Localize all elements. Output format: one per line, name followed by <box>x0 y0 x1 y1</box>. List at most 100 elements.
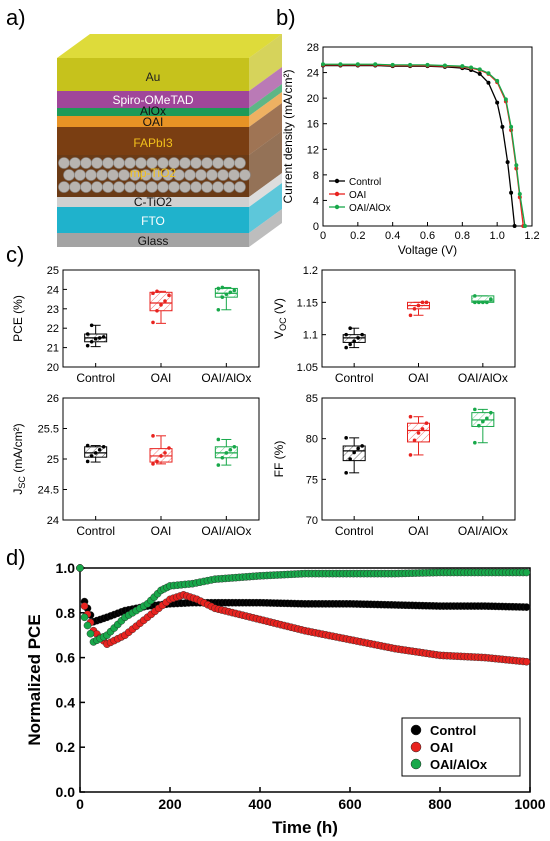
series-point-2 <box>80 613 89 622</box>
series-point-0 <box>477 71 482 76</box>
series-point-2 <box>495 78 500 83</box>
x-tick-label: 0 <box>320 230 326 242</box>
data-point <box>344 332 348 337</box>
tio2-particle <box>113 157 125 169</box>
y-tick-label: 16 <box>307 119 319 131</box>
category-label: OAI <box>151 371 172 385</box>
data-point <box>424 421 429 426</box>
data-point <box>93 451 98 455</box>
tio2-particle <box>234 181 246 193</box>
y-tick-label: 0.4 <box>56 694 76 710</box>
category-label: OAI/AlOx <box>458 371 508 385</box>
series-point-2 <box>523 224 528 228</box>
data-point <box>216 463 221 467</box>
data-point <box>93 337 98 341</box>
y-axis-label-rest: (V) <box>272 298 286 317</box>
series-point-2 <box>76 564 84 572</box>
panel-label-a: a) <box>6 5 26 30</box>
data-point <box>420 427 425 431</box>
series-point-2 <box>522 568 531 577</box>
data-point <box>97 448 102 452</box>
series-point-2 <box>408 62 413 67</box>
data-point <box>220 295 225 299</box>
data-point <box>224 292 229 297</box>
series-point-0 <box>522 603 531 611</box>
y-axis-label-subscript: OC <box>278 317 288 331</box>
stack-side-2 <box>249 84 282 116</box>
data-point <box>220 455 225 460</box>
data-point <box>232 445 237 449</box>
series-point-1 <box>522 657 531 666</box>
series-point-2 <box>425 62 430 67</box>
series-point-2 <box>355 62 360 67</box>
y-tick-label: 75 <box>306 474 318 486</box>
tio2-particle <box>85 169 97 181</box>
y-tick-label: 80 <box>306 434 318 446</box>
y-axis-label: PCE (%) <box>11 295 25 342</box>
tio2-particle <box>201 181 213 193</box>
series-point-0 <box>512 224 517 228</box>
legend-marker-0 <box>410 724 422 736</box>
tio2-particle <box>69 157 81 169</box>
voc-box-chart: 1.05 1.1 1.15 1.2 Control OAI OAI/AlOx VOC (V) <box>272 265 516 385</box>
stack-side-0 <box>249 34 282 91</box>
stack-side-1 <box>249 67 282 108</box>
legend-label-2: OAI/AlOx <box>349 203 391 214</box>
data-point <box>485 416 489 421</box>
legend-marker-0 <box>334 178 340 184</box>
y-tick-label: 24 <box>307 68 319 80</box>
x-tick-label: 0.4 <box>385 230 400 242</box>
data-point <box>85 343 90 348</box>
stack-layer-4 <box>57 127 249 155</box>
tio2-particle <box>206 169 218 181</box>
data-point <box>85 459 90 464</box>
y-tick-label: 0 <box>313 221 319 233</box>
y-tick-label: 8 <box>313 170 319 182</box>
y-tick-label: 12 <box>307 144 319 156</box>
category-label: OAI/AlOx <box>458 524 508 538</box>
stack-layer-2 <box>57 108 249 116</box>
data-point <box>163 451 167 455</box>
data-point <box>481 419 485 424</box>
y-axis-label: FF (%) <box>272 441 286 478</box>
data-point <box>360 444 364 448</box>
data-point <box>151 462 155 466</box>
stability-chart: 0 200 400 600 800 1000 0.0 0.2 0.4 0.6 0.8 1.0 Time … <box>25 560 546 837</box>
data-point <box>228 448 233 452</box>
tio2-particle <box>58 181 70 193</box>
stack-label-6: C-TiO2 <box>134 195 173 209</box>
data-point <box>352 450 356 455</box>
stack-layer-7 <box>57 207 249 233</box>
stack-label-1: Spiro-OMeTAD <box>112 93 193 107</box>
stack-label-3: OAI <box>143 115 164 129</box>
legend-marker-1 <box>410 741 422 753</box>
data-point <box>420 300 425 305</box>
data-point <box>216 307 221 312</box>
category-label: Control <box>76 371 115 385</box>
y-tick-label: 26 <box>47 393 59 405</box>
series-point-2 <box>83 621 92 630</box>
series-point-2 <box>321 62 325 67</box>
tio2-particle <box>195 169 207 181</box>
x-axis-label: Voltage (V) <box>398 243 457 257</box>
stack-label-7: FTO <box>141 214 165 228</box>
stack-side-7 <box>249 183 282 233</box>
data-point <box>159 454 163 458</box>
y-tick-label: 20 <box>307 93 319 105</box>
data-point <box>344 471 348 475</box>
legend-label-1: OAI <box>349 190 366 201</box>
data-point <box>159 303 163 307</box>
series-point-2 <box>338 62 343 67</box>
data-point <box>216 437 221 442</box>
data-point <box>224 451 229 455</box>
series-point-2 <box>390 62 395 67</box>
data-point <box>356 446 360 451</box>
x-tick-label: 0 <box>76 796 84 812</box>
tio2-particle <box>223 157 235 169</box>
series-line-0 <box>323 64 516 227</box>
y-tick-label: 24.5 <box>38 485 59 497</box>
series-point-2 <box>486 71 491 76</box>
legend-label-0: Control <box>349 177 381 188</box>
stack-layer-6 <box>57 197 249 207</box>
pce-box-chart: 20 21 22 23 24 25 Control OAI OAI/AlOx PCE (%) <box>11 265 260 385</box>
